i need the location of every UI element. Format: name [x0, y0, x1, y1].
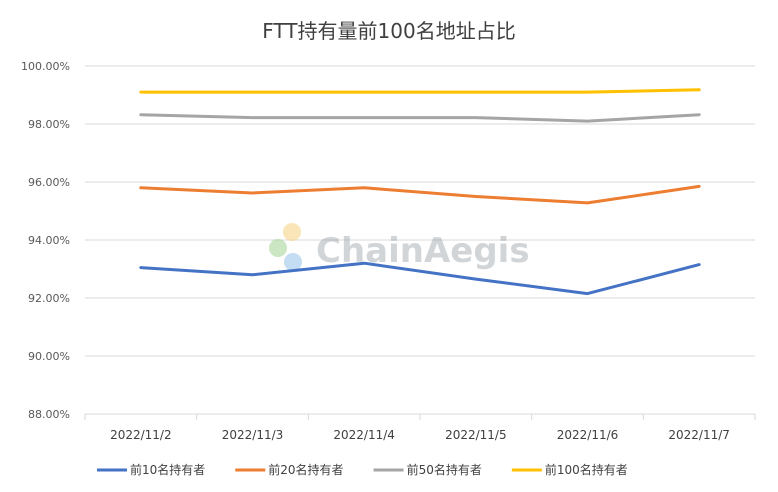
series-lines	[139, 88, 701, 296]
y-tick-label: 100.00%	[21, 60, 70, 73]
legend-label: 前100名持有者	[545, 462, 628, 477]
series-line	[139, 261, 701, 296]
chart-title: FTT持有量前100名地址占比	[262, 19, 515, 43]
y-tick-label: 90.00%	[28, 350, 70, 363]
x-tick-label: 2022/11/7	[668, 428, 730, 442]
series-line	[139, 113, 701, 123]
y-tick-label: 94.00%	[28, 234, 70, 247]
series-line	[139, 184, 701, 205]
y-axis-ticks: 88.00% 90.00% 92.00% 94.00% 96.00% 98.00% 100.…	[21, 60, 70, 421]
x-tick-label: 2022/11/2	[110, 428, 172, 442]
y-tick-label: 92.00%	[28, 292, 70, 305]
chainaegis-logo-icon	[269, 223, 302, 271]
x-tick-label: 2022/11/5	[445, 428, 507, 442]
legend: 前10名持有者 前20名持有者 前50名持有者 前100名持有者	[97, 462, 628, 477]
x-tick-label: 2022/11/6	[557, 428, 619, 442]
watermark: ChainAegis	[269, 223, 530, 271]
gridlines	[85, 65, 755, 415]
legend-label: 前50名持有者	[407, 462, 482, 477]
x-tick-label: 2022/11/4	[333, 428, 395, 442]
y-tick-label: 96.00%	[28, 176, 70, 189]
x-tick-label: 2022/11/3	[222, 428, 284, 442]
legend-label: 前20名持有者	[268, 462, 343, 477]
y-tick-label: 98.00%	[28, 118, 70, 131]
x-axis-ticks: 2022/11/2 2022/11/3 2022/11/4 2022/11/5 2022…	[84, 414, 756, 442]
series-line	[139, 88, 701, 94]
legend-label: 前10名持有者	[130, 462, 205, 477]
y-tick-label: 88.00%	[28, 408, 70, 421]
